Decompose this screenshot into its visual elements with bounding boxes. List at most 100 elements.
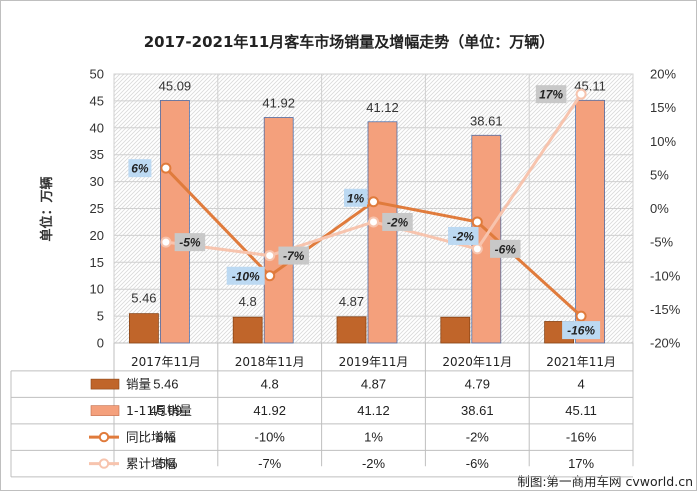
bar-monthly-sales	[440, 316, 471, 344]
point-label-box	[226, 266, 265, 285]
table-cell: 45.09	[150, 403, 183, 418]
y-tick-label: 5	[97, 309, 104, 324]
data-table: 2017年11月 2018年11月 2019年11月 2020年11月 2021年11月…	[10, 343, 634, 478]
y2-tick-label: 15%	[650, 100, 676, 115]
point-data-label: -2%	[453, 229, 475, 243]
legend-swatch	[90, 405, 120, 416]
y-tick-label: 30	[90, 174, 104, 189]
plot-area: 0 5 10 15 20 25 30 35 40 45 50 -20% -15% -10% -5% 0% 5% 1…	[90, 67, 681, 351]
point-label-box	[344, 188, 367, 207]
point-data-label: -5%	[179, 236, 201, 250]
point-data-label: -16%	[567, 324, 595, 338]
line-marker	[368, 196, 379, 208]
point-label-box	[278, 246, 309, 265]
y2-tick-label: -20%	[650, 336, 681, 351]
bar-cumulative-sales	[263, 117, 294, 344]
legend-label: 累计增幅	[126, 456, 176, 471]
line-marker	[368, 216, 379, 228]
table-cell: -7%	[258, 456, 282, 471]
table-cell: 4.87	[361, 377, 386, 392]
bar-monthly-sales	[336, 316, 367, 344]
bar-data-label: 45.09	[159, 78, 192, 93]
legend-swatch	[90, 378, 120, 390]
bar-cumulative-sales	[367, 121, 398, 344]
x-category-label: 2020年11月	[442, 355, 512, 369]
table-cell: 4.79	[465, 377, 490, 392]
point-data-label: 17%	[539, 88, 563, 102]
bar-data-label: 5.46	[131, 291, 156, 306]
bar-data-label: 4.8	[239, 294, 257, 309]
y-tick-label: 50	[90, 67, 104, 82]
point-label-box	[562, 321, 601, 340]
bar-monthly-sales	[128, 313, 159, 344]
line-marker	[575, 310, 587, 322]
point-data-label: -7%	[283, 249, 305, 263]
y-tick-label: 40	[90, 120, 104, 135]
point-label-box	[128, 159, 152, 178]
y2-tick-label: 10%	[650, 134, 676, 149]
x-category-label: 2021年11月	[546, 355, 616, 369]
y2-tick-label: 5%	[650, 167, 669, 182]
bar-data-label: 38.61	[470, 113, 503, 128]
table-cell: -2%	[362, 456, 386, 471]
y-tick-label: 20	[90, 228, 104, 243]
table-cell: 45.11	[565, 403, 597, 418]
table-cell: 41.12	[357, 403, 390, 418]
point-label-box	[490, 239, 521, 258]
legend-label: 销量	[126, 377, 151, 392]
legend-label: 1-11月销量	[126, 403, 192, 418]
table-cell: 6%	[157, 430, 176, 445]
line-marker	[264, 250, 276, 262]
y-tick-label: 10	[90, 282, 104, 297]
bar-data-label: 41.92	[262, 95, 295, 110]
point-label-box	[382, 212, 413, 231]
table-cell: 17%	[568, 456, 594, 471]
point-data-label: -10%	[232, 269, 260, 283]
credit-text: 制图:第一商用车网 cvworld.cn	[517, 474, 693, 489]
bar-cumulative-sales	[575, 99, 605, 344]
bar-monthly-sales	[232, 316, 263, 344]
point-label-box	[535, 85, 567, 104]
point-label-box	[174, 233, 206, 252]
table-cell: -6%	[466, 456, 490, 471]
legend-marker	[98, 458, 110, 469]
y-tick-label: 15	[90, 255, 104, 270]
legend-marker	[98, 431, 110, 443]
line-marker	[471, 216, 483, 228]
legend-label: 同比增幅	[126, 430, 176, 445]
table-cell: 41.92	[253, 403, 286, 418]
x-category-label: 2019年11月	[339, 355, 409, 369]
table-cell: -5%	[154, 456, 178, 471]
x-category-label: 2018年11月	[235, 355, 305, 369]
bar-cumulative-sales	[159, 100, 190, 344]
y2-tick-label: 20%	[650, 67, 676, 82]
table-cell: -16%	[566, 430, 597, 445]
line-marker	[160, 236, 172, 248]
table-cell: 4.8	[261, 377, 279, 392]
table-cell: 38.61	[461, 403, 494, 418]
y2-tick-label: -15%	[650, 302, 681, 317]
chart-title: 2017-2021年11月客车市场销量及增幅走势（单位：万辆）	[144, 33, 555, 51]
y-tick-label: 35	[90, 147, 104, 162]
table-cell: 1%	[364, 430, 383, 445]
bar-data-label: 41.12	[366, 100, 399, 115]
y-tick-label: 45	[90, 93, 104, 108]
y-axis-title: 单位：万辆	[39, 176, 55, 241]
line-marker	[160, 162, 172, 174]
point-label-box	[448, 226, 479, 245]
table-cell: -2%	[466, 430, 490, 445]
point-data-label: -6%	[495, 242, 517, 256]
line-marker	[471, 243, 483, 255]
y2-tick-label: -5%	[650, 235, 674, 250]
table-cell: 5.46	[153, 377, 178, 392]
point-data-label: -2%	[387, 215, 409, 229]
line-marker	[575, 88, 587, 100]
y-tick-label: 0	[97, 336, 104, 351]
line-marker	[264, 270, 276, 282]
y-tick-label: 25	[90, 201, 104, 216]
x-category-label: 2017年11月	[131, 355, 201, 369]
y2-tick-label: 0%	[650, 201, 669, 216]
table-cell: 4	[577, 377, 584, 392]
